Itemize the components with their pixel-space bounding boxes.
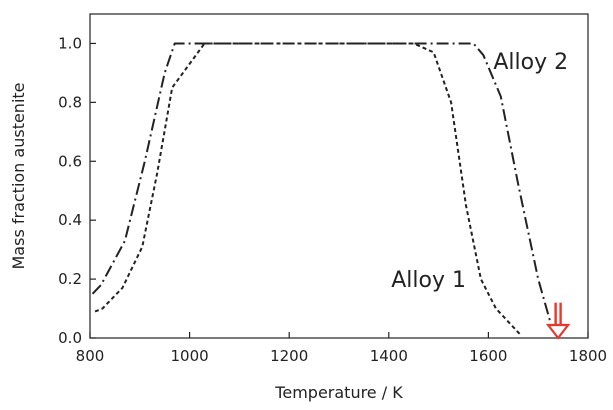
y-axis-title: Mass fraction austenite — [9, 82, 28, 269]
x-axis-title: Temperature / K — [274, 383, 403, 402]
x-tick-label: 800 — [76, 347, 105, 365]
y-tick-label: 0.4 — [58, 211, 82, 229]
y-tick-label: 0.8 — [58, 93, 82, 111]
annotation-layer: Alloy 1 Alloy 2 — [391, 50, 568, 293]
y-tick-label: 0.6 — [58, 152, 82, 170]
series-line-alloy-2 — [91, 42, 552, 324]
y-tick-label: 0.2 — [58, 270, 82, 288]
x-tick-label: 1600 — [469, 347, 507, 365]
series-layer — [91, 42, 552, 336]
annotation-alloy-1: Alloy 1 — [391, 268, 466, 293]
x-axis: 800 1000 1200 1400 1600 1800 — [76, 332, 607, 365]
x-tick-label: 1400 — [370, 347, 408, 365]
y-tick-label: 0.0 — [58, 329, 82, 347]
temperature-marker-arrows — [545, 302, 571, 340]
plot-frame — [89, 13, 589, 339]
x-tick-label: 1200 — [270, 347, 308, 365]
x-tick-label: 1000 — [171, 347, 209, 365]
annotation-alloy-2: Alloy 2 — [493, 50, 568, 75]
y-tick-label: 1.0 — [58, 34, 82, 52]
marker-arrow-head — [545, 323, 571, 340]
y-axis: 0.0 0.2 0.4 0.6 0.8 1.0 — [58, 34, 96, 347]
series-line-alloy-1 — [94, 42, 522, 336]
x-tick-label: 1800 — [569, 347, 607, 365]
